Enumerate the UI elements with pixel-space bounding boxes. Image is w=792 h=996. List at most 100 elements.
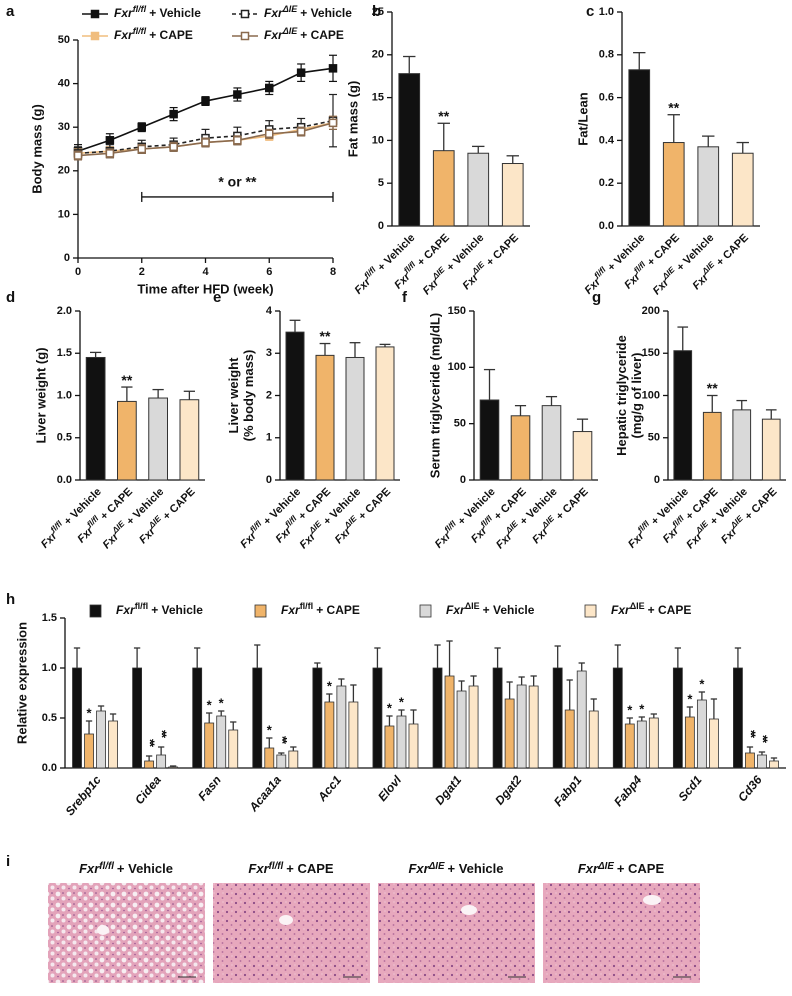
error-bar [614,644,621,668]
treatment: + Vehicle [117,861,173,876]
x-tick-label: 8 [330,266,336,278]
significance: * [207,697,213,712]
marker [233,136,242,145]
error-bar [677,326,689,351]
significance: * [387,700,393,715]
genotype: fl/fl [135,601,149,611]
bar [588,710,599,769]
y-tick-label: 2 [266,389,272,401]
y-tick-label: 15 [372,92,384,104]
bar [192,667,203,769]
y-tick-label: 30 [58,121,70,133]
y-tick-label: 0 [378,220,384,232]
histology-image [378,883,535,983]
error-bar [578,662,585,671]
genotype: ΔIE [630,601,645,611]
bar [168,766,179,769]
panel-letter: h [6,591,15,608]
y-axis-label: Serum triglyceride (mg/dL) [427,313,442,478]
error-bar [109,713,117,721]
bar [636,720,647,769]
bar [510,415,531,481]
error-bar [566,679,573,710]
error-bar [758,751,766,755]
genotype-label: Fxrfl/fl+ CAPE [248,861,334,877]
significance: * [699,676,705,691]
bar [456,690,467,769]
y-axis-label: (% body mass) [241,350,256,442]
error-bar [446,640,453,676]
bar [672,667,683,769]
gene-label: Fabp4 [611,773,645,809]
y-tick-label: 1.0 [57,389,72,401]
error-bar [710,698,718,719]
gene-label: Dgat1 [432,773,464,808]
bar [228,729,239,769]
bar [372,667,383,769]
bar [84,733,94,769]
marker [105,136,115,145]
gene-label: Fabp1 [551,773,585,809]
y-tick-label: 3 [266,347,272,359]
marker [233,90,242,99]
gene-label: Elovl [375,772,405,803]
error-bar [379,343,391,347]
genotype: ΔIE [282,26,299,36]
histology-image [543,883,700,983]
bar [148,397,168,481]
y-tick-label: 100 [642,389,660,401]
genotype-label: FxrΔIE+ Vehicle [446,601,535,617]
bar [312,667,323,769]
y-tick-label: 20 [372,49,384,61]
y-axis-label: Fat mass (g) [345,81,360,158]
bar [702,411,722,481]
error-bar [290,746,297,751]
error-bar [514,404,527,416]
marker [265,129,274,138]
gene-label: Dgat2 [492,773,524,808]
y-tick-label: 0.8 [599,49,614,61]
error-bar [194,647,201,668]
bar [144,760,155,769]
error-bar [278,752,285,755]
bar [179,399,200,481]
error-bar [169,765,177,767]
bar [528,685,539,769]
genotype: fl/fl [300,601,314,611]
genotype: ΔIE [282,4,299,14]
gene: Fxr [611,603,631,617]
marker [73,151,83,160]
genotype-label: FxrΔIE+ CAPE [264,26,344,42]
error-bar [736,399,748,410]
error-bar [667,114,680,143]
gene-label: Srebp1c [63,773,104,819]
genotype-label: FxrΔIE+ Vehicle [264,4,352,20]
error-bar [183,390,195,400]
x-tick-label: 6 [266,266,272,278]
y-tick-label: 1 [266,432,272,444]
gene: Fxr [408,861,429,876]
bar [276,754,287,769]
bar [375,346,395,481]
y-axis-label: (mg/g of liver) [629,353,644,439]
bar [72,667,82,769]
y-tick-label: 0.0 [42,762,57,774]
legend-swatch [584,604,597,618]
x-axis-label: Time after HFD (week) [137,281,273,296]
bar [398,73,421,227]
genotype: fl/fl [269,861,284,872]
y-tick-label: 0.0 [599,220,614,232]
marker [137,122,146,132]
panel-letter: d [6,289,15,306]
error-bar [765,409,777,420]
bar [96,710,106,769]
y-tick-label: 2.0 [57,305,72,317]
significance: * [267,722,273,737]
genotype-label: Fxrfl/fl+ CAPE [390,230,452,292]
bar [673,350,693,481]
y-tick-label: 50 [648,432,660,444]
panel-letter: g [592,289,601,306]
bar [684,716,695,769]
y-tick-label: 0.0 [57,474,72,486]
